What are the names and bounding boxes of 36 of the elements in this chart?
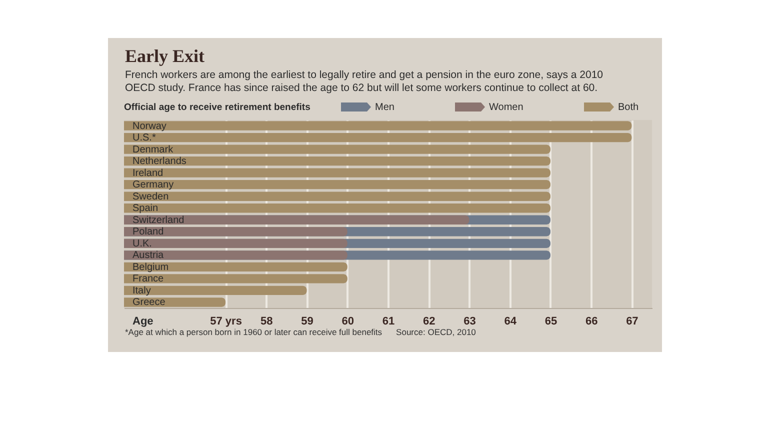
y-tick-label: France	[132, 274, 164, 285]
y-tick-label: Italy	[132, 285, 151, 296]
y-tick-label: Germany	[132, 180, 174, 191]
x-tick-label: 57 yrs	[210, 316, 242, 328]
y-tick-label: Ireland	[132, 168, 164, 179]
y-tick-label: Norway	[132, 120, 166, 132]
y-tick-label: Denmark	[132, 144, 174, 156]
text: *Age at which a person born in 1960 or later can receive full benefits	[125, 327, 382, 337]
x-tick-label: 65	[544, 316, 558, 328]
x-tick-label: 59	[301, 316, 314, 328]
y-tick-label: Netherlands	[132, 156, 186, 168]
y-tick-label: U.K.	[132, 238, 152, 250]
y-tick-label: Switzerland	[132, 214, 184, 226]
x-tick-label: 61	[382, 316, 395, 328]
y-tick-label: U.S.*	[132, 132, 156, 144]
x-tick-label: 67	[626, 316, 638, 328]
y-tick-label: Sweden	[132, 191, 169, 202]
y-tick-label: Poland	[132, 226, 164, 238]
source-note: Source: OECD, 2010	[396, 327, 476, 337]
y-tick-label: Spain	[132, 203, 158, 214]
x-axis-title: Age	[132, 316, 154, 328]
x-tick-label: 63	[464, 316, 476, 328]
x-tick-label: 60	[342, 316, 354, 328]
x-tick-label: 58	[260, 316, 273, 328]
chart-subtitle: French workers are among the earliest to legally retire and get a pension in the euro zone, says a 2010 OECD study. France has since raised the age to 62 but will let some workers continue to collect at 60.	[125, 69, 604, 95]
x-tick-label: 62	[422, 316, 436, 328]
legend-label: Men	[375, 102, 394, 113]
y-tick-label: Austria	[132, 250, 164, 262]
chart-title: Early Exit	[125, 46, 204, 67]
y-tick-label: Belgium	[132, 262, 169, 273]
legend-label: Women	[489, 102, 524, 113]
x-tick-label: 64	[504, 316, 518, 328]
y-tick-label: Greece	[132, 297, 166, 308]
legend-title: Official age to receive retirement benefits	[124, 102, 310, 113]
legend-label: Both	[618, 102, 639, 113]
x-tick-label: 66	[585, 316, 598, 328]
